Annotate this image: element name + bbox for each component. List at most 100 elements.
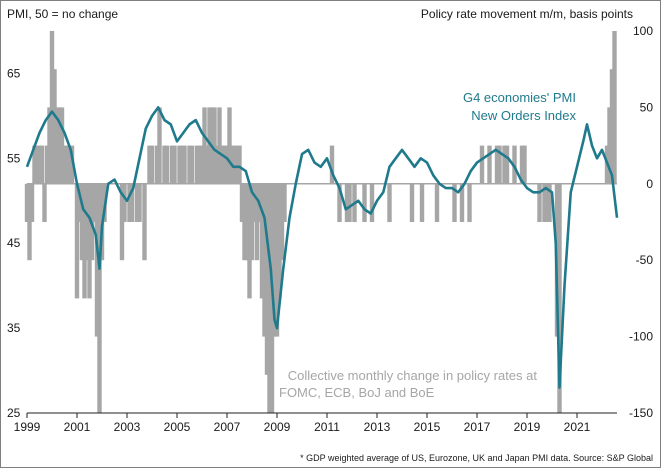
policy-rate-bar	[232, 145, 237, 184]
policy-rate-bar	[237, 145, 242, 184]
policy-rate-bar	[59, 107, 65, 184]
policy-rate-bar	[329, 145, 335, 184]
policy-rate-bar	[212, 107, 217, 184]
policy-rate-bar	[27, 183, 32, 261]
policy-rate-bar	[497, 145, 502, 184]
left-tick-label: 65	[7, 66, 21, 80]
policy-rate-bar	[129, 183, 135, 222]
policy-rate-bar	[222, 145, 227, 184]
policy-rate-bar	[272, 183, 277, 337]
policy-rate-bar	[147, 145, 152, 184]
x-tick-label: 2011	[314, 420, 340, 434]
x-tick-label: 2015	[414, 420, 441, 434]
policy-rate-bar	[502, 145, 507, 184]
policy-rate-bar	[419, 183, 425, 222]
policy-rate-bar	[387, 183, 392, 222]
policy-rate-bar	[74, 183, 80, 299]
policy-rate-bar	[199, 145, 205, 184]
policy-rate-bar	[254, 183, 260, 261]
x-tick-label: 2005	[164, 420, 191, 434]
policy-rate-bar	[207, 107, 212, 184]
policy-rate-bar	[247, 183, 252, 299]
x-tick-label: 2013	[364, 420, 391, 434]
right-tick-label: -100	[629, 330, 653, 344]
policy-rate-bar	[337, 183, 342, 222]
pmi-annotation-line1: G4 economies' PMI	[463, 90, 576, 105]
x-tick-label: 2009	[264, 420, 291, 434]
policy-rate-bar	[282, 183, 287, 222]
policy-rate-bar	[494, 145, 500, 184]
policy-rate-bar	[347, 183, 352, 222]
policy-rate-bar	[84, 183, 90, 261]
x-tick-label: 1999	[14, 420, 41, 434]
x-tick-label: 2007	[214, 420, 241, 434]
right-tick-label: 0	[646, 177, 653, 191]
policy-rate-bar	[97, 183, 102, 413]
policy-rate-bar	[409, 183, 415, 222]
policy-rate-bar	[244, 183, 250, 261]
policy-rate-bar	[544, 183, 550, 222]
left-tick-label: 45	[7, 236, 21, 250]
policy-rate-bar	[189, 145, 195, 184]
policy-rate-bar	[224, 145, 230, 184]
policy-rate-bar	[162, 145, 167, 184]
policy-rate-bars	[24, 31, 617, 413]
policy-rate-bar	[612, 31, 617, 184]
policy-rate-bar	[204, 145, 210, 184]
policy-rate-bar	[177, 145, 182, 184]
policy-rate-bar	[542, 183, 547, 222]
policy-rate-bar	[39, 145, 45, 184]
policy-rate-bar	[172, 145, 177, 184]
right-tick-label: 100	[633, 24, 653, 38]
policy-rate-bar	[42, 183, 47, 222]
policy-rate-bar	[537, 183, 542, 222]
right-axis-label: Policy rate movement m/m, basis points	[421, 7, 633, 21]
x-axis-ticks: 1999 2001 2003 2005 2007 2009 2011 2013 2015 2017…	[14, 413, 591, 434]
left-tick-label: 25	[7, 406, 21, 420]
policy-rate-bar	[154, 145, 160, 184]
rate-annotation-line2: FOMC, ECB, BoJ and BoE	[279, 385, 435, 400]
policy-rate-bar	[149, 145, 155, 184]
policy-rate-bar	[242, 183, 247, 261]
policy-rate-bar	[79, 183, 85, 261]
policy-rate-bar	[607, 107, 612, 184]
policy-rate-bar	[24, 183, 30, 222]
left-tick-label: 55	[7, 151, 21, 165]
policy-rate-bar	[134, 183, 140, 222]
policy-rate-bar	[187, 145, 192, 184]
policy-rate-bar	[47, 107, 52, 184]
policy-rate-bar	[264, 183, 270, 375]
policy-rate-bar	[219, 145, 225, 184]
x-tick-label: 2019	[514, 420, 541, 434]
policy-rate-bar	[87, 183, 92, 299]
policy-rate-bar	[169, 145, 175, 184]
policy-rate-bar	[252, 183, 257, 222]
policy-rate-bar	[227, 107, 232, 184]
policy-rate-bar	[32, 145, 37, 184]
policy-rate-bar	[29, 183, 35, 222]
policy-rate-bar	[434, 183, 440, 222]
pmi-annotation-line2: New Orders Index	[471, 108, 576, 123]
policy-rate-bar	[67, 145, 72, 184]
policy-rate-bar	[259, 183, 265, 299]
policy-rate-bar	[179, 145, 185, 184]
x-tick-label: 2001	[64, 420, 91, 434]
policy-rate-bar	[197, 145, 202, 184]
policy-rate-bar	[62, 145, 67, 184]
policy-rate-bar	[362, 183, 367, 222]
right-tick-label: -150	[629, 406, 653, 420]
policy-rate-bar	[142, 183, 147, 261]
left-axis-ticks: 25 35 45 55 65	[7, 66, 21, 420]
policy-rate-bar	[194, 145, 200, 184]
left-tick-label: 35	[7, 321, 21, 335]
policy-rate-bar	[49, 31, 55, 184]
pmi-series-line	[25, 106, 619, 389]
right-axis-ticks: -150 -100 -50 0 50 100	[629, 24, 653, 420]
policy-rate-bar	[82, 183, 87, 299]
policy-rate-bar	[267, 183, 272, 413]
policy-rate-bar	[487, 145, 492, 184]
policy-rate-bar	[202, 107, 207, 184]
policy-rate-bar	[214, 145, 220, 184]
x-tick-label: 2017	[464, 420, 491, 434]
